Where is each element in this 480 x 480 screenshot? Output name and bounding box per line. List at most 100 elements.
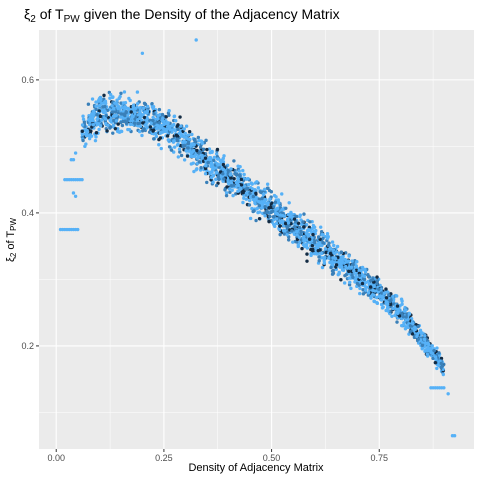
data-point xyxy=(115,98,119,102)
data-point xyxy=(282,229,286,233)
data-point xyxy=(389,298,393,302)
data-point xyxy=(81,117,86,121)
data-point xyxy=(355,260,359,264)
data-point xyxy=(229,172,233,176)
data-point xyxy=(240,190,244,195)
x-axis-title: Density of Adjacency Matrix xyxy=(188,462,324,474)
data-point xyxy=(94,135,98,139)
data-point xyxy=(127,96,131,101)
data-point xyxy=(354,264,358,268)
data-point xyxy=(375,275,379,279)
data-point xyxy=(172,139,176,143)
data-point xyxy=(126,117,130,121)
data-point xyxy=(198,145,203,149)
ylabel-xi-sub: 2 xyxy=(9,252,18,257)
data-point xyxy=(205,180,209,185)
data-point xyxy=(351,275,355,280)
data-point xyxy=(116,111,121,115)
data-point xyxy=(262,187,267,192)
data-point xyxy=(157,120,162,125)
data-point xyxy=(176,155,181,159)
data-point xyxy=(183,131,188,136)
data-point xyxy=(143,123,147,127)
data-point xyxy=(199,166,203,170)
data-point xyxy=(248,216,253,221)
data-point xyxy=(214,183,219,188)
data-point xyxy=(116,122,120,126)
data-point xyxy=(244,187,248,191)
data-point xyxy=(214,152,219,156)
data-point xyxy=(250,182,254,186)
data-point xyxy=(234,181,238,185)
data-point xyxy=(390,314,394,318)
data-point xyxy=(199,139,203,143)
data-point xyxy=(379,298,384,302)
data-point xyxy=(83,144,87,149)
data-point xyxy=(357,273,362,278)
data-point xyxy=(206,160,210,165)
data-point xyxy=(142,115,147,120)
data-point xyxy=(117,130,122,134)
x-axis-ticks: 0.00 0.25 0.50 0.75 xyxy=(47,449,388,463)
data-point xyxy=(157,137,161,142)
data-point xyxy=(340,265,344,269)
data-point xyxy=(93,138,98,143)
data-point xyxy=(300,246,304,251)
data-point xyxy=(241,168,245,173)
data-point xyxy=(350,272,354,277)
data-point xyxy=(299,229,303,234)
data-point xyxy=(424,341,428,346)
data-point xyxy=(94,107,98,112)
data-point xyxy=(416,324,420,329)
data-point xyxy=(370,293,375,297)
data-point xyxy=(277,200,281,205)
data-point xyxy=(226,168,230,173)
data-point xyxy=(171,123,175,128)
data-point xyxy=(341,254,345,258)
data-point xyxy=(384,296,389,300)
data-point xyxy=(256,186,261,190)
data-point xyxy=(418,328,423,332)
data-point xyxy=(358,286,362,291)
data-point xyxy=(415,334,419,339)
data-point xyxy=(248,195,253,199)
data-point xyxy=(347,276,351,280)
data-point xyxy=(181,140,185,145)
x-tick-label: 0.75 xyxy=(370,453,388,463)
data-point xyxy=(237,183,241,188)
data-point xyxy=(215,157,220,161)
data-point xyxy=(315,244,319,248)
data-point xyxy=(247,198,252,203)
data-point xyxy=(305,252,309,256)
data-point xyxy=(121,116,126,120)
data-point xyxy=(276,212,280,216)
data-point xyxy=(422,337,427,342)
data-point xyxy=(297,225,302,230)
data-point xyxy=(257,199,261,204)
data-point xyxy=(330,240,335,244)
data-point xyxy=(286,238,291,242)
data-point xyxy=(176,123,180,127)
data-point xyxy=(148,125,153,129)
data-point xyxy=(275,221,279,225)
data-point xyxy=(90,97,95,101)
data-point xyxy=(109,125,113,129)
data-point xyxy=(166,121,170,125)
data-point xyxy=(119,91,123,96)
data-points xyxy=(58,38,457,438)
data-point xyxy=(420,343,425,348)
data-point xyxy=(373,289,377,293)
data-point xyxy=(163,129,167,134)
data-point xyxy=(134,115,138,119)
data-point xyxy=(237,169,241,173)
data-point xyxy=(167,145,172,149)
data-point xyxy=(113,127,118,131)
data-point xyxy=(121,101,126,105)
data-point xyxy=(102,93,106,98)
data-point xyxy=(298,240,302,245)
data-point xyxy=(260,206,264,210)
data-point xyxy=(347,269,351,274)
data-point xyxy=(244,191,249,195)
data-point xyxy=(237,173,242,177)
